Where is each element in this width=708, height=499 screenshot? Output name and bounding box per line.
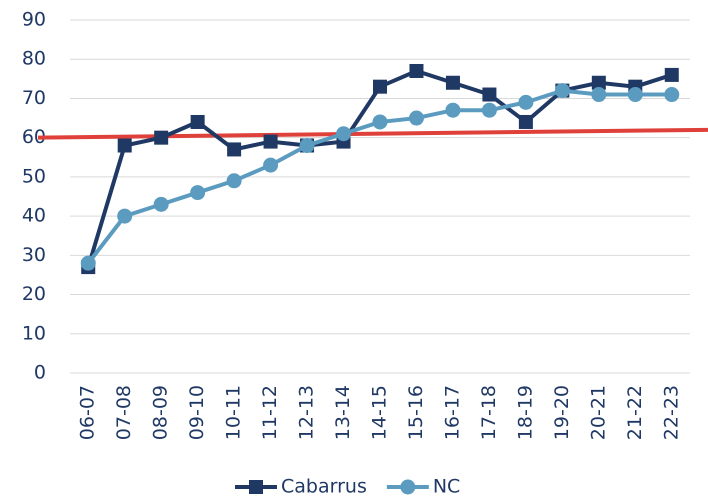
marker xyxy=(80,255,96,271)
x-tick-label: 13-14 xyxy=(332,385,354,440)
marker xyxy=(153,196,169,212)
x-tick-label: 11-12 xyxy=(259,385,281,440)
x-tick-label: 15-16 xyxy=(405,385,427,440)
legend-marker xyxy=(400,479,416,495)
marker xyxy=(409,63,424,78)
y-tick-label: 90 xyxy=(22,9,46,31)
y-tick-label: 0 xyxy=(34,362,46,384)
marker xyxy=(190,185,206,201)
x-tick-label: 20-21 xyxy=(587,385,609,440)
x-tick-label: 12-13 xyxy=(296,385,318,440)
y-tick-label: 60 xyxy=(22,126,46,148)
marker xyxy=(263,157,279,173)
y-tick-label: 80 xyxy=(22,48,46,70)
legend-marker xyxy=(249,480,263,494)
marker xyxy=(518,94,534,110)
y-tick-label: 70 xyxy=(22,87,46,109)
x-tick-label: 09-10 xyxy=(186,385,208,440)
marker xyxy=(664,67,679,82)
marker xyxy=(481,102,497,118)
x-tick-label: 19-20 xyxy=(551,385,573,440)
marker xyxy=(190,114,205,129)
x-tick-label: 07-08 xyxy=(113,385,135,440)
x-tick-label: 08-09 xyxy=(150,385,172,440)
x-tick-label: 16-17 xyxy=(441,385,463,440)
marker xyxy=(263,134,278,149)
marker xyxy=(445,75,460,90)
x-tick-label: 14-15 xyxy=(369,385,391,440)
x-tick-label: 21-22 xyxy=(624,385,646,440)
marker xyxy=(482,87,497,102)
marker xyxy=(227,142,242,157)
marker xyxy=(408,110,424,126)
line xyxy=(86,68,673,268)
marker xyxy=(299,138,315,154)
x-tick-label: 22-23 xyxy=(660,385,682,440)
marker xyxy=(373,79,387,94)
marker xyxy=(554,83,570,99)
x-tick-label: 06-07 xyxy=(77,385,99,440)
marker xyxy=(445,102,461,118)
y-tick-label: 40 xyxy=(22,205,46,227)
legend-label: NC xyxy=(433,476,460,498)
x-tick-label: 10-11 xyxy=(223,385,245,440)
legend-label: Cabarrus xyxy=(281,476,367,498)
marker xyxy=(117,208,133,224)
marker xyxy=(591,87,607,103)
reference-line xyxy=(37,127,708,140)
y-tick-label: 20 xyxy=(22,283,46,305)
x-tick-label: 18-19 xyxy=(514,385,536,440)
marker xyxy=(664,87,680,103)
marker xyxy=(591,75,606,90)
marker xyxy=(154,130,169,145)
y-tick-label: 30 xyxy=(22,244,46,266)
x-tick-label: 17-18 xyxy=(478,385,500,440)
marker xyxy=(336,126,352,142)
marker xyxy=(627,87,643,103)
y-tick-label: 50 xyxy=(22,165,46,187)
y-tick-label: 10 xyxy=(22,322,46,344)
marker xyxy=(518,114,533,129)
marker xyxy=(117,138,132,153)
marker xyxy=(372,114,388,130)
marker xyxy=(226,173,242,189)
